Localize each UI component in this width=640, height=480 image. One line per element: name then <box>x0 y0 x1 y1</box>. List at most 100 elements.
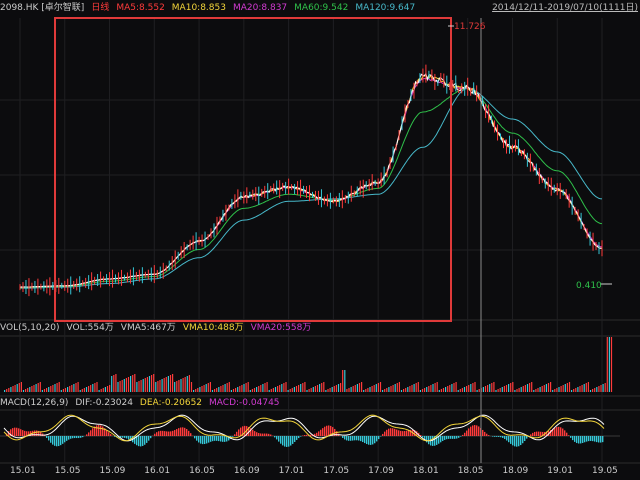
macd-bar <box>50 436 52 443</box>
ma20-value: MA20:8.837 <box>232 3 288 13</box>
volume-bar <box>167 376 169 392</box>
volume-bar <box>453 383 455 392</box>
volume-bar <box>335 385 337 392</box>
period-label[interactable]: 日线 <box>91 3 110 13</box>
volume-bar <box>10 387 12 392</box>
volume-bar <box>403 389 405 392</box>
volume-bar <box>459 389 461 392</box>
volume-bar <box>94 383 96 392</box>
volume-bar <box>472 383 474 392</box>
volume-bar <box>197 388 199 392</box>
macd-bar <box>154 433 156 436</box>
volume-bar <box>312 387 314 392</box>
volume-bar <box>85 387 88 392</box>
symbol-label[interactable]: 2098.HK [卓尔智联] <box>0 3 85 13</box>
macd-bar <box>454 436 456 439</box>
macd-bar <box>514 436 516 447</box>
macd-bar <box>330 425 332 436</box>
volume-bar <box>547 383 550 392</box>
volume-bar <box>369 387 371 392</box>
macd-bar <box>438 436 440 444</box>
macd-bar <box>92 428 94 436</box>
macd-indicator-label[interactable]: MACD(12,26,9) <box>0 398 69 408</box>
volume-bar <box>193 390 195 392</box>
volume-bar <box>211 390 214 392</box>
volume-bar <box>476 390 478 392</box>
macd-bar <box>278 436 280 442</box>
volume-bar <box>522 386 524 392</box>
volume-bar <box>157 381 159 392</box>
macd-bar <box>346 436 348 441</box>
volume-bar <box>172 374 174 392</box>
volume-pane-header: VOL(5,10,20) VOL:554万 VMA5:467万 VMA10:488万 V… <box>0 320 640 336</box>
selection-box[interactable] <box>54 17 452 322</box>
volume-bar <box>409 386 411 392</box>
volume-bar <box>73 384 75 392</box>
macd-bar <box>442 436 444 441</box>
volume-bar <box>60 390 62 392</box>
macd-bar <box>212 436 214 442</box>
macd-bar <box>36 430 38 436</box>
volume-bar <box>190 382 193 392</box>
volume-bar <box>457 390 459 392</box>
macd-bar <box>504 436 506 440</box>
date-range[interactable]: 2014/12/11-2019/07/10(1111日) <box>492 3 638 13</box>
volume-bar <box>228 382 230 392</box>
volume-bar <box>363 390 365 392</box>
x-tick-label: 17.09 <box>368 466 394 476</box>
ma120-value: MA120:9.647 <box>355 3 416 13</box>
volume-bar <box>604 383 606 392</box>
volume-bar <box>289 389 291 392</box>
macd-bar <box>294 436 296 442</box>
macd-bar <box>268 433 270 436</box>
macd-bar <box>134 436 136 444</box>
volume-bar <box>119 381 121 392</box>
macd-bar <box>348 436 350 441</box>
macd-bar <box>244 425 246 436</box>
volume-bar <box>411 385 413 392</box>
macd-bar <box>224 436 226 442</box>
volume-bar <box>264 383 266 392</box>
volume-bar <box>96 382 98 392</box>
ma5-line <box>19 72 603 288</box>
volume-bar <box>516 389 518 392</box>
macd-bar <box>470 426 472 436</box>
macd-bar <box>122 436 124 438</box>
volume-bar <box>428 386 430 392</box>
macd-bar <box>476 425 478 436</box>
volume-bar <box>367 388 369 392</box>
macd-bar <box>396 429 398 436</box>
macd-bar <box>20 429 22 436</box>
macd-bar <box>164 431 166 436</box>
macd-bar <box>124 436 126 438</box>
volume-bar <box>43 389 46 392</box>
volume-bar <box>111 376 113 392</box>
macd-bar <box>452 436 454 439</box>
macd-bar <box>550 429 552 436</box>
volume-bar <box>251 389 253 392</box>
volume-bar <box>421 389 424 392</box>
volume-bar <box>400 390 403 392</box>
macd-bar <box>586 436 588 442</box>
volume-bar <box>293 387 295 392</box>
vol-indicator-label[interactable]: VOL(5,10,20) <box>0 323 60 333</box>
macd-bar <box>562 428 564 436</box>
volume-bar <box>463 387 466 392</box>
macd-bar <box>140 436 142 447</box>
macd-bar <box>448 436 450 439</box>
volume-bar <box>449 385 451 392</box>
macd-bar <box>226 436 228 442</box>
volume-bar <box>281 384 283 392</box>
volume-bar <box>69 386 71 392</box>
macd-bar <box>228 436 230 441</box>
volume-bar <box>178 380 180 392</box>
macd-bar <box>564 430 566 436</box>
volume-bar <box>314 386 316 392</box>
volume-bar <box>188 375 190 392</box>
macd-bar <box>524 436 526 441</box>
volume-bar <box>203 385 205 392</box>
macd-bar <box>280 436 282 444</box>
macd-bar <box>556 427 558 436</box>
